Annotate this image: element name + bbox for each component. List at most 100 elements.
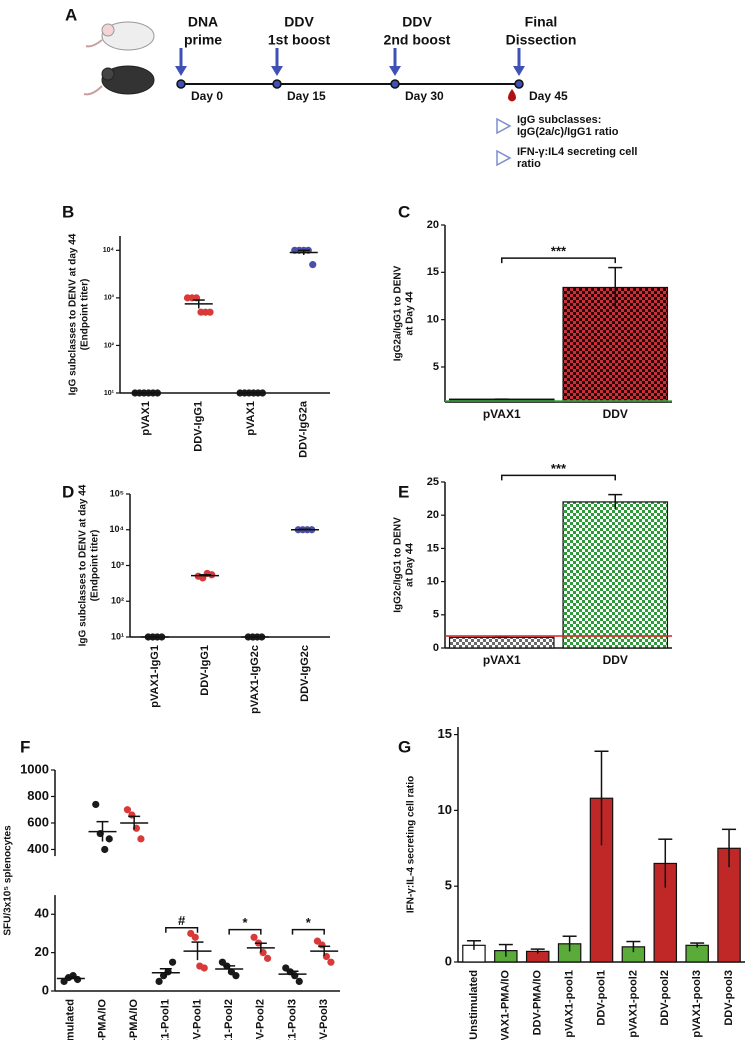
data-point (309, 261, 317, 269)
x-tick-label: pVAX1-pool3 (691, 970, 703, 1038)
event-title: Final (525, 14, 558, 30)
x-tick-label: DDV-IgG2a (298, 400, 310, 458)
y-tick-label: 10⁵ (110, 488, 124, 498)
data-point (295, 977, 303, 986)
event-arrowhead (271, 66, 283, 76)
mouse-black (83, 65, 155, 96)
y-axis-label: (Endpoint titer) (80, 279, 91, 351)
x-tick-label: Unstimulated (468, 970, 480, 1040)
x-tick-label: pVAX1-Pool1 (160, 999, 172, 1040)
x-tick-label: DDV-Pool2 (255, 999, 267, 1040)
event-dot (514, 79, 524, 89)
event-title: Dissection (506, 32, 577, 48)
significance-bracket (228, 928, 262, 935)
significance-bracket (291, 928, 325, 935)
readout-marker (496, 117, 512, 135)
event-day: Day 15 (287, 89, 326, 103)
y-tick-label: 800 (27, 788, 49, 803)
x-tick-label: pVAX1-IgG2c (249, 645, 261, 714)
event-title: DDV (402, 14, 432, 30)
y-tick-label: 20 (427, 509, 439, 521)
y-tick-label: 20 (35, 944, 49, 959)
y-tick-label: 5 (433, 609, 439, 621)
data-point (123, 806, 132, 814)
y-axis-label: IgG subclasses to DENV at day 44 (78, 484, 89, 646)
event-day: Day 45 (529, 89, 568, 103)
x-tick-label: DDV (603, 407, 628, 421)
x-tick-label: DDV-Pool1 (191, 999, 203, 1040)
event-title: DDV (284, 14, 314, 30)
event-dot (390, 79, 400, 89)
y-tick-label: 1000 (20, 761, 49, 776)
readout-text: IFN-γ:IL4 secreting cell (517, 146, 637, 158)
y-axis-label: IFN-γ:IL-4 secreting cell ratio (406, 776, 417, 913)
y-tick-label: 10⁴ (110, 524, 124, 534)
x-tick-label: DDV-IgG1 (199, 645, 211, 696)
data-point (327, 958, 335, 966)
data-point (105, 835, 113, 843)
y-tick-label: 10³ (104, 295, 115, 302)
y-tick-label: 600 (27, 814, 49, 829)
y-tick-label: 0 (445, 953, 452, 968)
data-point (191, 933, 199, 941)
y-tick-label: 10⁴ (103, 247, 115, 254)
y-axis-label: IgG2a/IgG1 to DENV (393, 265, 404, 361)
x-tick-label: DDV-PMA/IO (128, 999, 140, 1040)
event-day: Day 30 (405, 89, 444, 103)
y-tick-label: 10² (104, 342, 115, 349)
readout-marker (496, 149, 512, 167)
x-tick-label: pVAX1-IgG1 (149, 645, 161, 708)
x-tick-label: pVAX1 (245, 401, 257, 436)
x-tick-label: DDV-IgG2c (299, 645, 311, 702)
panel-label: F (20, 737, 30, 756)
x-tick-label: Unstimulated (65, 999, 77, 1040)
y-tick-label: 10¹ (111, 631, 124, 641)
y-tick-label: 10 (427, 576, 439, 588)
bar (685, 944, 709, 963)
y-axis-label: at Day 44 (405, 291, 416, 335)
x-tick-label: DDV-pool3 (723, 970, 735, 1026)
significance-bracket (165, 926, 199, 933)
y-tick-label: 0 (42, 982, 49, 997)
readout-text: IgG(2a/c)/IgG1 ratio (517, 126, 619, 138)
y-tick-label: 10¹ (104, 390, 115, 397)
event-dot (176, 79, 186, 89)
y-tick-label: 5 (445, 878, 452, 893)
data-point (168, 958, 177, 966)
data-point (155, 977, 163, 986)
y-tick-label: 40 (35, 906, 49, 921)
x-tick-label: DDV-Pool3 (318, 999, 330, 1040)
x-tick-label: DDV-PMA/IO (532, 970, 544, 1036)
y-axis-label: IgG subclasses to DENV at day 44 (68, 233, 79, 395)
significance-label: * (306, 915, 312, 930)
panel-label: C (398, 202, 410, 221)
y-tick-label: 15 (427, 542, 439, 554)
significance-bracket (501, 474, 616, 481)
y-axis-label: IgG2c/IgG1 to DENV (393, 517, 404, 613)
x-tick-label: pVAX1-PMA/IO (500, 970, 512, 1040)
event-title: DNA (188, 14, 218, 30)
x-tick-label: DDV-pool1 (595, 970, 607, 1026)
data-point (92, 800, 100, 809)
y-tick-label: 15 (427, 266, 439, 278)
y-tick-label: 10³ (111, 560, 124, 570)
readout-text: IgG subclasses: (517, 114, 601, 126)
panel-label: A (65, 5, 77, 24)
significance-label: # (178, 913, 186, 928)
x-tick-label: pVAX1-pool2 (627, 970, 639, 1038)
panel-label: E (398, 482, 409, 501)
panel-label: B (62, 202, 74, 221)
x-tick-label: pVAX1 (483, 653, 521, 667)
y-tick-label: 0 (433, 642, 439, 654)
y-tick-label: 10² (111, 596, 124, 606)
panel-label: D (62, 482, 74, 501)
event-title: prime (184, 32, 222, 48)
significance-label: *** (551, 244, 567, 259)
mouse-white (85, 21, 155, 51)
y-tick-label: 10 (438, 802, 452, 817)
significance-label: *** (551, 461, 567, 476)
data-point (200, 964, 208, 972)
y-axis-label: at Day 44 (405, 543, 416, 587)
